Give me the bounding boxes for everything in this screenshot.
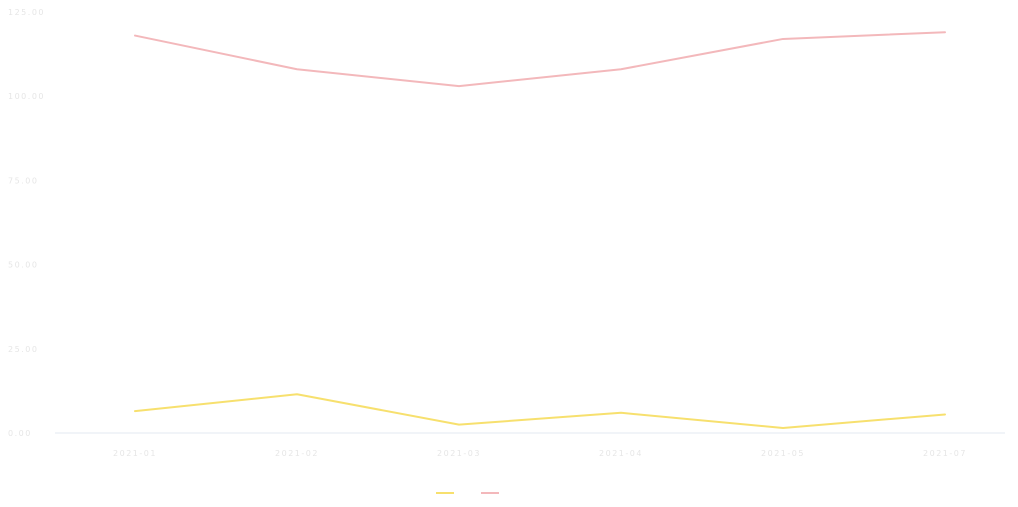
y-tick-label: 50.00	[8, 261, 38, 270]
series-layer	[134, 31, 946, 429]
x-axis-ticks: 2021-01 2021-02 2021-03 2021-04 2021-05 2021-…	[113, 449, 967, 458]
y-tick-label: 25.00	[8, 345, 38, 354]
y-tick-label: 0.00	[8, 429, 32, 438]
x-tick-label: 2021-05	[761, 449, 805, 458]
series-line-2	[134, 31, 946, 88]
y-tick-label: 100.00	[8, 92, 45, 101]
series-line-1	[134, 393, 946, 429]
y-axis-ticks: 0.00 25.00 50.00 75.00 100.00 125.00	[8, 8, 45, 438]
x-tick-label: 2021-03	[437, 449, 481, 458]
x-tick-label: 2021-04	[599, 449, 643, 458]
y-tick-label: 75.00	[8, 176, 38, 185]
y-tick-label: 125.00	[8, 8, 45, 17]
x-tick-label: 2021-01	[113, 449, 157, 458]
x-tick-label: 2021-07	[923, 449, 967, 458]
x-tick-label: 2021-02	[275, 449, 319, 458]
